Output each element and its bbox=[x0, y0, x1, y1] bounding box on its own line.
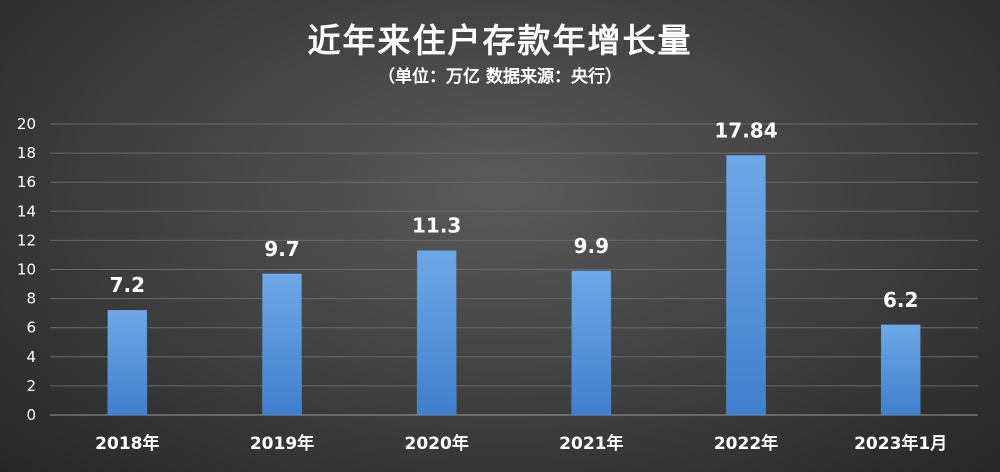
data-label: 9.7 bbox=[264, 237, 299, 261]
y-tick-label: 8 bbox=[26, 290, 36, 308]
y-tick-label: 10 bbox=[17, 261, 36, 279]
y-tick-label: 14 bbox=[17, 202, 36, 220]
x-tick-label: 2022年 bbox=[714, 433, 778, 454]
x-tick-label: 2018年 bbox=[95, 433, 159, 454]
y-tick-label: 0 bbox=[26, 406, 36, 424]
chart-title: 近年来住户存款年增长量 bbox=[307, 21, 693, 60]
x-tick-label: 2021年 bbox=[559, 433, 623, 454]
data-label: 9.9 bbox=[574, 234, 609, 258]
x-tick-label: 2020年 bbox=[405, 433, 469, 454]
bar bbox=[880, 324, 921, 416]
x-tick-label: 2023年1月 bbox=[854, 433, 947, 454]
y-tick-label: 4 bbox=[26, 348, 36, 366]
bar bbox=[571, 270, 612, 416]
bar bbox=[726, 155, 766, 416]
y-tick-label: 16 bbox=[17, 173, 36, 191]
y-tick-label: 2 bbox=[26, 377, 36, 395]
chart-subtitle: （单位：万亿 数据来源：央行） bbox=[378, 67, 622, 87]
data-label: 11.3 bbox=[412, 214, 461, 238]
y-tick-label: 12 bbox=[17, 231, 36, 249]
data-label: 7.2 bbox=[110, 273, 145, 297]
y-tick-label: 6 bbox=[26, 319, 36, 337]
bar bbox=[262, 273, 302, 416]
y-tick-label: 20 bbox=[17, 115, 36, 133]
x-tick-label: 2019年 bbox=[250, 433, 314, 454]
data-label: 6.2 bbox=[883, 288, 918, 312]
y-tick-label: 18 bbox=[17, 144, 36, 162]
bar bbox=[107, 309, 148, 416]
bar bbox=[416, 250, 457, 416]
data-label: 17.84 bbox=[714, 118, 777, 142]
